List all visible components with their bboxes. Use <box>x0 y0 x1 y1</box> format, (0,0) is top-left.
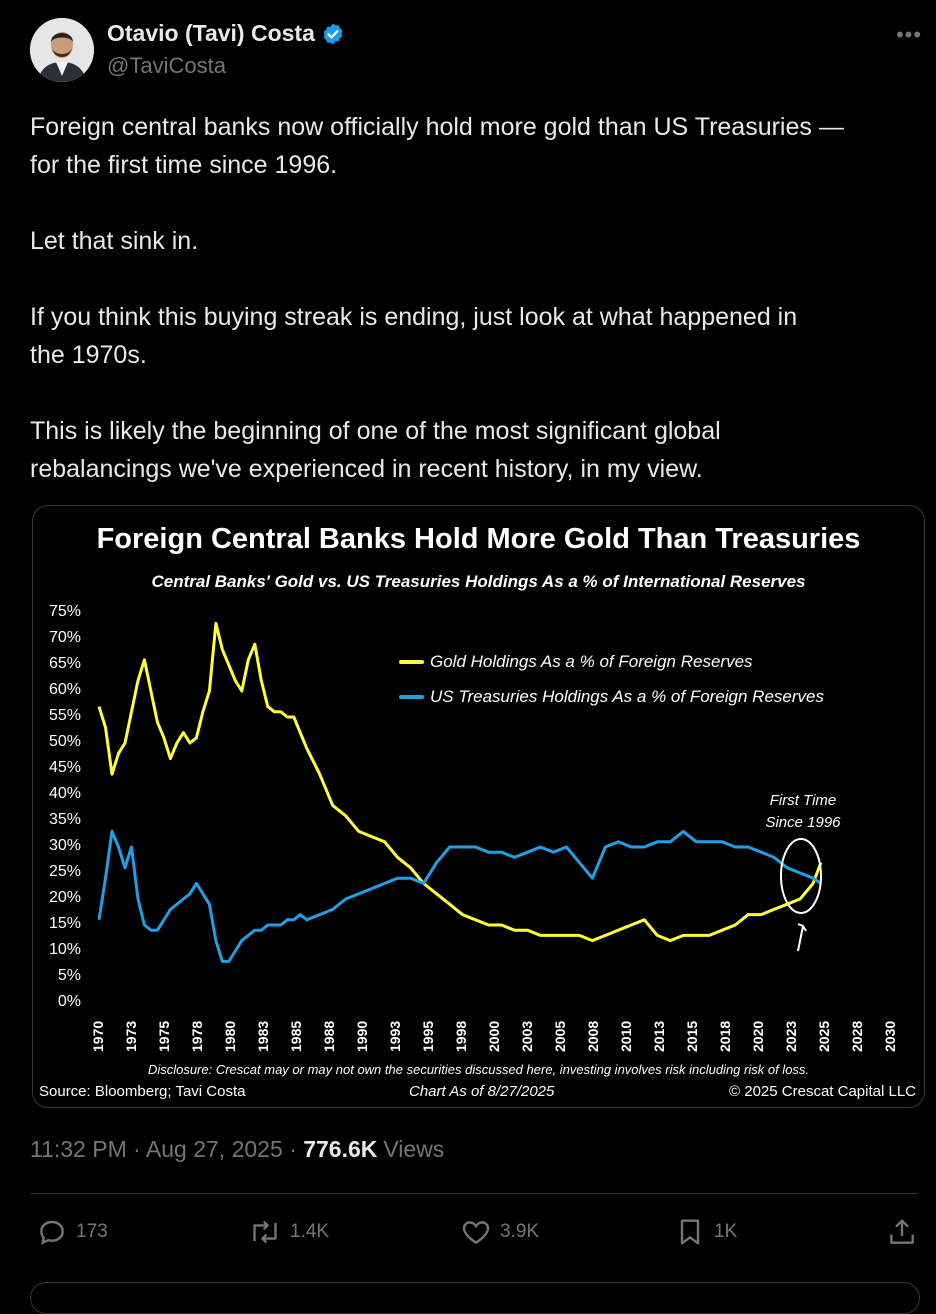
chart-plot <box>97 621 823 963</box>
legend-treasuries: US Treasuries Holdings As a % of Foreign… <box>399 687 824 707</box>
y-tick-label: 55% <box>48 707 81 724</box>
bookmark-count: 1K <box>714 1221 738 1242</box>
y-tick-label: 25% <box>48 863 81 880</box>
annotation-first-time: First Time Since 1996 <box>765 792 841 831</box>
like-count: 3.9K <box>500 1221 540 1242</box>
verified-badge-icon <box>323 23 343 44</box>
avatar[interactable] <box>30 18 94 82</box>
y-tick-label: 35% <box>48 811 81 828</box>
tweet-paragraph: Foreign central banks now officially hol… <box>30 113 844 179</box>
tweet-paragraph: If you think this buying streak is endin… <box>30 303 798 369</box>
gold-series-line <box>97 621 823 943</box>
share-icon <box>890 1219 914 1244</box>
reply-count: 173 <box>76 1221 108 1242</box>
like-button[interactable]: 3.9K <box>460 1210 539 1254</box>
repost-button[interactable]: 1.4K <box>248 1210 329 1254</box>
views-label: Views <box>383 1136 445 1162</box>
repost-count: 1.4K <box>290 1221 330 1242</box>
y-tick-label: 20% <box>48 889 81 906</box>
divider <box>30 1193 918 1194</box>
chart-title: Foreign Central Banks Hold More Gold Tha… <box>96 523 861 555</box>
y-tick-label: 15% <box>48 915 81 932</box>
bookmark-icon <box>680 1219 700 1245</box>
more-options-icon[interactable]: ••• <box>895 22 923 47</box>
y-tick-label: 65% <box>48 655 81 672</box>
reply-button[interactable]: 173 <box>36 1210 108 1254</box>
reply-composer[interactable] <box>30 1282 920 1314</box>
annotation-arrow <box>797 925 804 952</box>
y-tick-label: 10% <box>48 941 81 958</box>
chart-disclosure: Disclosure: Crescat may or may not own t… <box>147 1062 810 1077</box>
highlight-circle <box>780 838 822 914</box>
y-tick-label: 0% <box>57 993 81 1010</box>
action-bar: 173 1.4K 3.9K 1K <box>30 1210 918 1254</box>
chart-copyright: © 2025 Crescat Capital LLC <box>729 1083 916 1100</box>
repost-icon <box>253 1220 277 1244</box>
treasuries-series-line <box>97 829 822 963</box>
author-name[interactable]: Otavio (Tavi) Costa <box>107 20 315 46</box>
y-tick-label: 50% <box>48 733 81 750</box>
reply-icon <box>40 1220 64 1245</box>
legend-gold-swatch <box>399 660 424 664</box>
heart-icon <box>462 1221 490 1245</box>
y-tick-label: 60% <box>48 681 81 698</box>
chart-as-of: Chart As of 8/27/2025 <box>409 1083 555 1100</box>
legend-treasuries-swatch <box>399 695 424 699</box>
tweet-paragraph: This is likely the beginning of one of t… <box>30 417 721 483</box>
legend-gold-label: Gold Holdings As a % of Foreign Reserves <box>430 652 753 671</box>
author-handle[interactable]: @TaviCosta <box>107 53 226 78</box>
tweet-text: Foreign central banks now officially hol… <box>30 108 920 526</box>
y-tick-label: 40% <box>48 785 81 802</box>
y-tick-label: 75% <box>48 603 81 620</box>
annotation-arrowhead <box>797 923 807 932</box>
chart-subtitle: Central Banks' Gold vs. US Treasuries Ho… <box>151 572 806 591</box>
share-button[interactable] <box>886 1210 926 1254</box>
bookmark-button[interactable]: 1K <box>674 1210 737 1254</box>
views-count: 776.6K <box>303 1136 378 1162</box>
chart-image[interactable]: Foreign Central Banks Hold More Gold Tha… <box>32 505 925 1108</box>
y-tick-label: 45% <box>48 759 81 776</box>
y-tick-label: 70% <box>48 629 81 646</box>
legend-treasuries-label: US Treasuries Holdings As a % of Foreign… <box>430 687 824 706</box>
y-tick-label: 30% <box>48 837 81 854</box>
avatar-photo-icon <box>30 18 94 82</box>
chart-source: Source: Bloomberg; Tavi Costa <box>39 1083 246 1100</box>
y-tick-label: 5% <box>57 967 81 984</box>
tweet-timestamp[interactable]: 11:32 PM · Aug 27, 2025 · <box>30 1136 304 1162</box>
tweet-meta: 11:32 PM · Aug 27, 2025 · 776.6K Views <box>30 1136 444 1163</box>
legend-gold: Gold Holdings As a % of Foreign Reserves <box>399 652 753 672</box>
tweet-paragraph: Let that sink in. <box>30 227 199 255</box>
